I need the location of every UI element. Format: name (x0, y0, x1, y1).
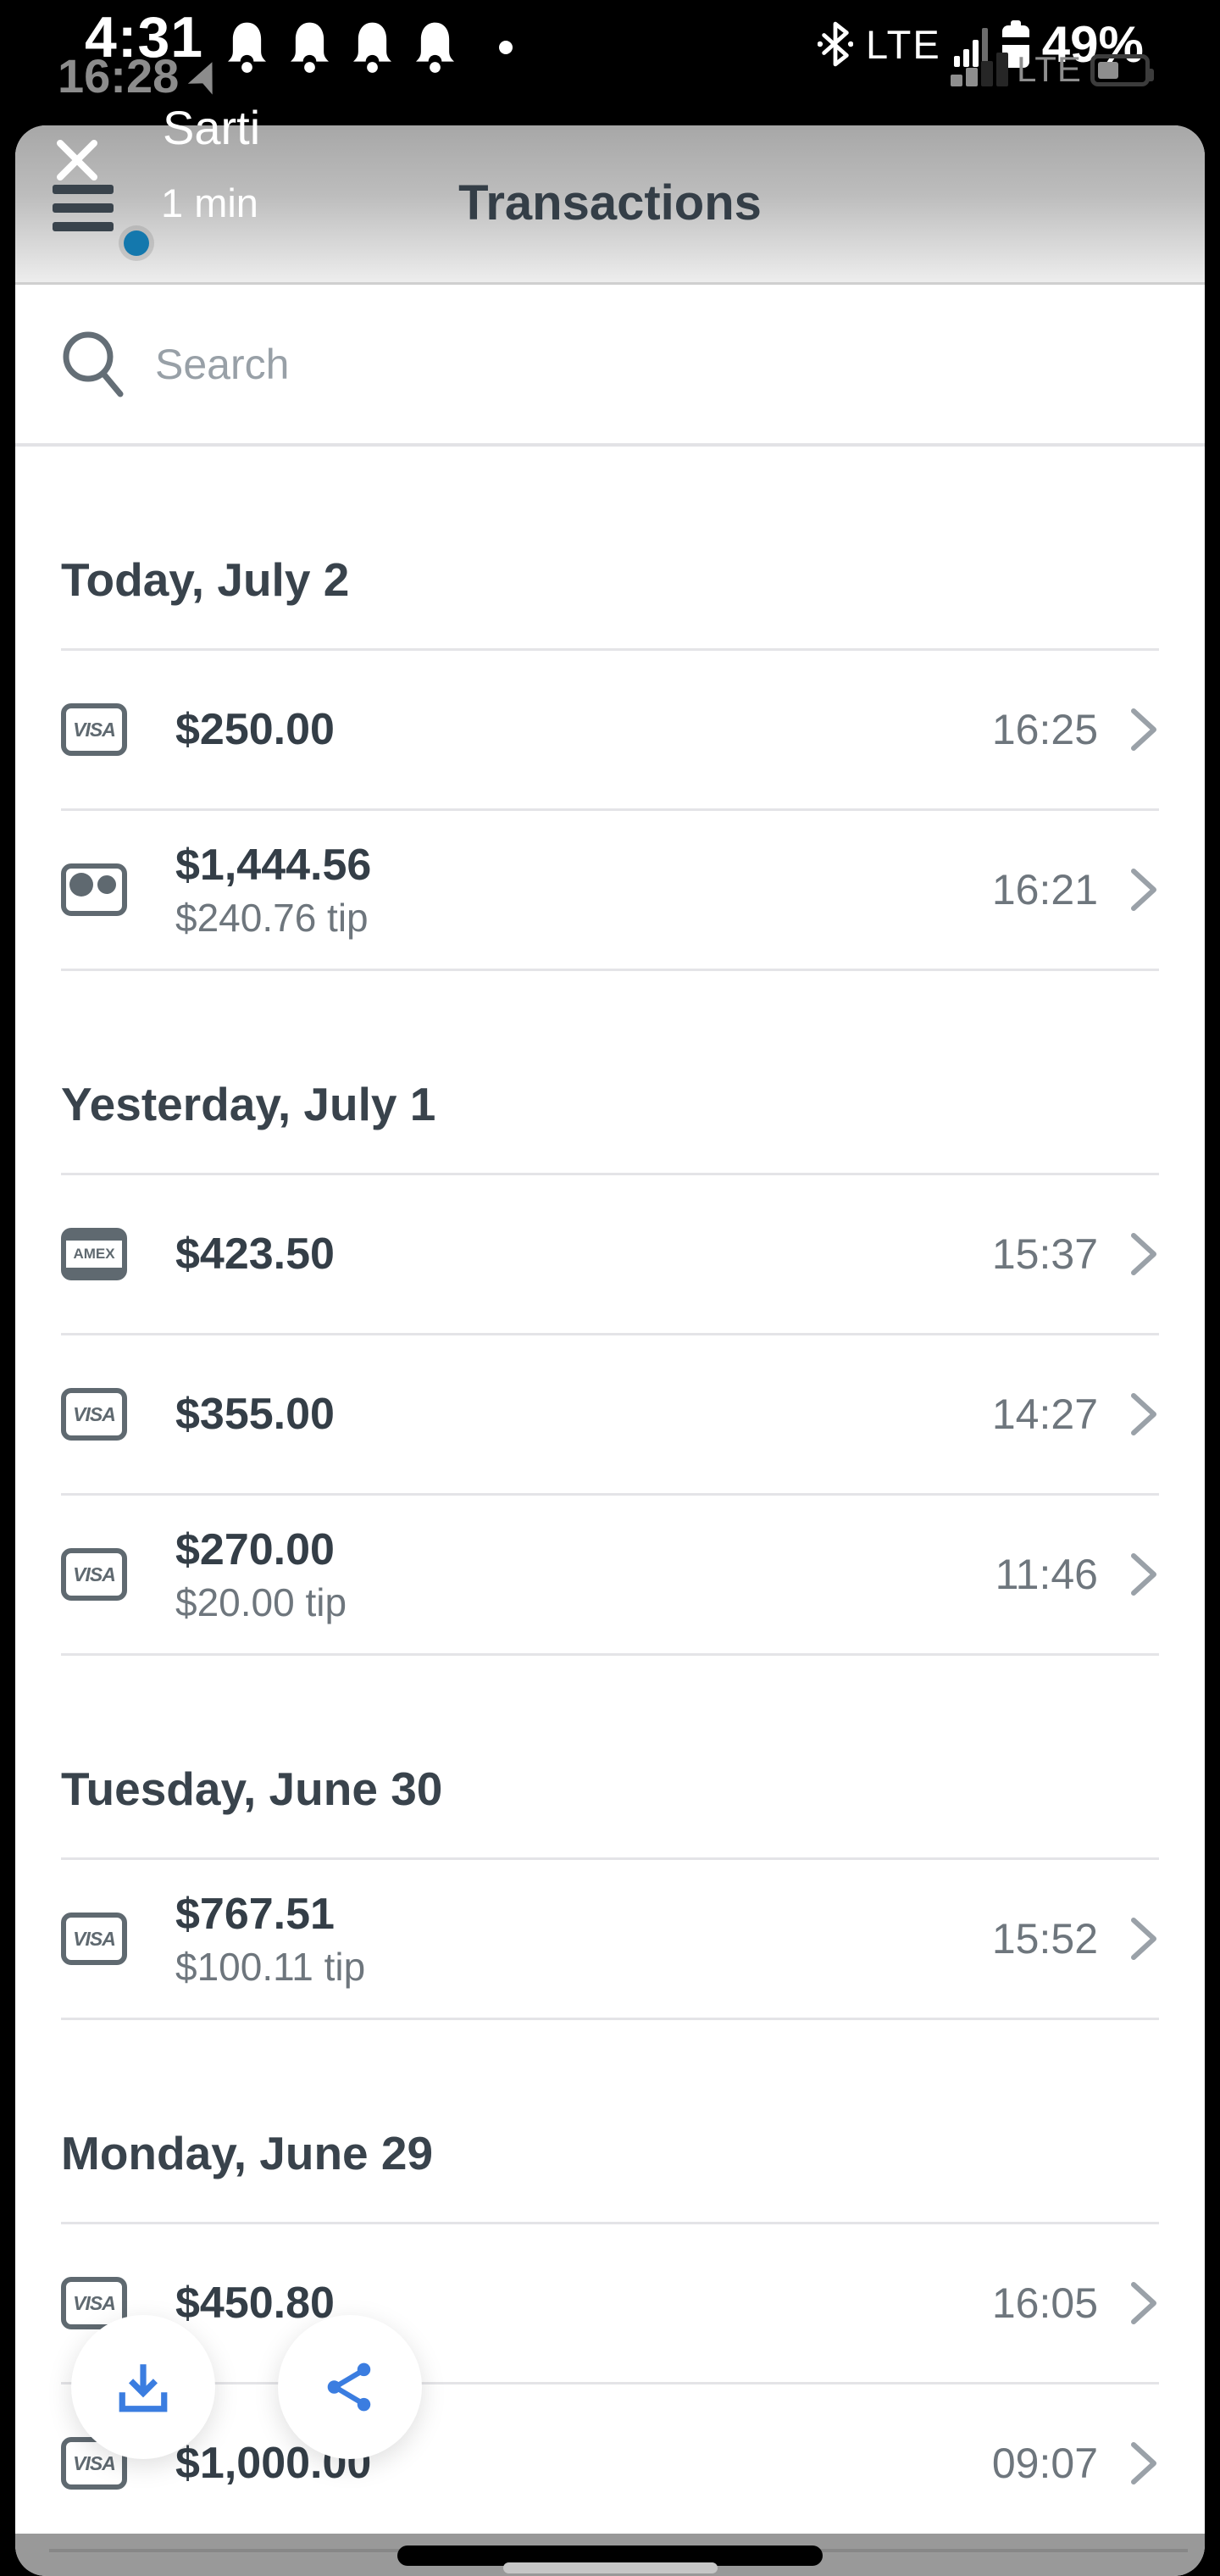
transaction-amount: $767.51 (175, 1889, 335, 1939)
chevron-right-icon (1130, 2440, 1159, 2486)
share-icon (327, 2362, 371, 2412)
card-badge-label: VISA (73, 718, 116, 741)
clock-outer: 4:31 (85, 5, 204, 69)
transaction-tip: $240.76 tip (175, 895, 369, 940)
transaction-row[interactable]: AMEX $423.50 15:37 (61, 1175, 1159, 1335)
visa-card-icon: VISA (61, 703, 127, 756)
transaction-time: 15:37 (991, 1230, 1098, 1278)
close-icon[interactable] (53, 136, 102, 185)
transactions-list: Today, July 2 VISA $250.00 16:25 $1,444.… (15, 553, 1205, 2545)
bell-icon (352, 22, 392, 73)
section-rows: VISA $767.51 $100.11 tip 15:52 (61, 1857, 1159, 2020)
transaction-time: 16:05 (991, 2279, 1098, 2327)
visa-card-icon: VISA (61, 1548, 127, 1601)
search-icon (63, 331, 124, 397)
section-rows: VISA $450.80 16:05 VISA $1,000.00 09:07 (61, 2222, 1159, 2545)
transaction-time: 16:21 (991, 866, 1098, 913)
chevron-right-icon (1130, 2280, 1159, 2326)
card-badge-label: VISA (73, 1927, 116, 1950)
status-bar-inner-right: LTE (951, 49, 1154, 89)
transaction-time: 16:25 (991, 706, 1098, 753)
visa-card-icon: VISA (61, 1388, 127, 1441)
transaction-row[interactable]: VISA $1,000.00 09:07 (61, 2384, 1159, 2545)
signal-strength-icon-inner (951, 53, 1008, 86)
bluetooth-icon (818, 19, 853, 69)
transaction-row[interactable]: VISA $270.00 $20.00 tip 11:46 (61, 1496, 1159, 1656)
battery-icon-inner (1090, 54, 1154, 86)
transaction-row[interactable]: VISA $355.00 14:27 (61, 1335, 1159, 1496)
signal-strength-icon-outer (953, 21, 990, 67)
transaction-amount: $450.80 (175, 2279, 335, 2328)
transaction-amount: $1,000.00 (175, 2439, 372, 2488)
transaction-amount: $270.00 (175, 1524, 335, 1574)
transaction-section: Yesterday, July 1 AMEX $423.50 15:37 VIS… (15, 1078, 1205, 1656)
transaction-row[interactable]: VISA $450.80 16:05 (61, 2224, 1159, 2384)
share-overlay-title: Sarti (163, 101, 261, 154)
status-bar-right-cluster: LTE 49% (818, 16, 1144, 73)
section-rows: VISA $250.00 16:25 $1,444.56 $240.76 tip… (61, 648, 1159, 971)
transaction-time: 11:46 (995, 1551, 1098, 1598)
transaction-amount: $250.00 (175, 705, 335, 754)
section-heading: Monday, June 29 (61, 2127, 434, 2179)
chevron-right-icon (1130, 1552, 1159, 1597)
bell-icon (290, 22, 330, 73)
transaction-row[interactable]: $1,444.56 $240.76 tip 16:21 (61, 811, 1159, 971)
card-badge-label: VISA (73, 1402, 116, 1425)
bell-icon (415, 22, 455, 73)
clock-inner: 16:28 (58, 49, 180, 103)
chevron-right-icon (1130, 1916, 1159, 1962)
section-rows: AMEX $423.50 15:37 VISA $355.00 14:27 VI… (61, 1173, 1159, 1656)
transaction-time: 14:27 (991, 1391, 1098, 1438)
visa-card-icon: VISA (61, 1913, 127, 1965)
amex-card-icon: AMEX (61, 1228, 127, 1280)
section-heading: Today, July 2 (61, 553, 350, 606)
transaction-tip: $20.00 tip (175, 1579, 347, 1624)
chevron-right-icon (1130, 1391, 1159, 1437)
location-arrow-icon (187, 58, 223, 95)
notification-bell-icons (227, 20, 455, 75)
card-badge-label: VISA (73, 2451, 116, 2474)
app-header: Transactions (15, 125, 1205, 282)
menu-icon[interactable] (53, 185, 149, 256)
share-overlay-subtitle: 1 min (161, 180, 258, 225)
menu-notification-badge-dot (124, 230, 149, 256)
mastercard-card-icon (61, 863, 127, 916)
download-button[interactable] (71, 2315, 215, 2459)
card-badge-label: VISA (73, 2291, 116, 2314)
transaction-time: 09:07 (991, 2440, 1098, 2487)
transactions-screen: Transactions Search Today, July 2 VISA $… (15, 125, 1205, 2576)
search-bar[interactable]: Search (15, 282, 1205, 447)
chevron-right-icon (1130, 707, 1159, 752)
transaction-row[interactable]: VISA $767.51 $100.11 tip 15:52 (61, 1860, 1159, 2020)
page-title: Transactions (458, 175, 762, 230)
card-badge-label: VISA (73, 1563, 116, 1585)
transaction-amount: $355.00 (175, 1390, 335, 1439)
bell-icon (227, 22, 267, 73)
status-bar-inner-left: 16:28 (58, 53, 223, 100)
transaction-amount: $1,444.56 (175, 840, 372, 890)
bottom-bar (15, 2534, 1205, 2576)
transaction-time: 15:52 (991, 1915, 1098, 1963)
search-placeholder: Search (155, 340, 290, 388)
home-indicator-outer[interactable] (503, 2562, 718, 2573)
transaction-section: Tuesday, June 30 VISA $767.51 $100.11 ti… (15, 1763, 1205, 2020)
status-bar-outer: 4:31 LTE 49% (0, 0, 1220, 125)
transaction-tip: $100.11 tip (175, 1944, 366, 1989)
section-heading: Tuesday, June 30 (61, 1763, 443, 1815)
transaction-section: Today, July 2 VISA $250.00 16:25 $1,444.… (15, 553, 1205, 971)
share-button[interactable] (278, 2315, 422, 2459)
notification-overflow-dot-icon (499, 41, 513, 54)
chevron-right-icon (1130, 1231, 1159, 1277)
card-badge-label: AMEX (73, 1246, 115, 1262)
network-type-label-inner: LTE (1017, 49, 1082, 89)
chevron-right-icon (1130, 867, 1159, 913)
download-icon (119, 2364, 168, 2412)
network-type-label-outer: LTE (866, 21, 941, 67)
section-heading: Yesterday, July 1 (61, 1078, 436, 1130)
transaction-row[interactable]: VISA $250.00 16:25 (61, 651, 1159, 811)
transaction-amount: $423.50 (175, 1230, 335, 1279)
